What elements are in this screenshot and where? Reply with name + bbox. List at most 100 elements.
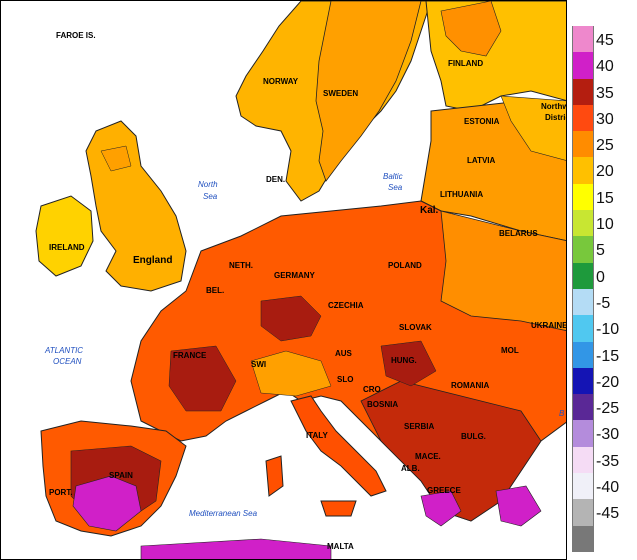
- label-north-sea-1: North: [198, 180, 218, 189]
- legend-swatch: [572, 341, 594, 368]
- label-mediterranean: Mediterranean Sea: [189, 509, 258, 518]
- label-belgium: BEL.: [206, 286, 224, 295]
- label-ukraine: UKRAINE: [531, 321, 567, 330]
- label-austria: AUS: [335, 349, 353, 358]
- label-france: FRANCE: [173, 351, 207, 360]
- legend-label: 10: [596, 216, 614, 234]
- label-belarus: BELARUS: [499, 229, 538, 238]
- label-latvia: LATVIA: [467, 156, 496, 165]
- legend-row: 0: [570, 262, 637, 289]
- legend-swatch: [572, 473, 594, 500]
- legend-label: -45: [596, 505, 620, 523]
- balkans-landmass: [360, 380, 542, 522]
- label-england: England: [133, 255, 172, 266]
- legend-row: 5: [570, 236, 637, 263]
- alps-cool-zone: [250, 350, 332, 397]
- legend-swatch: [572, 210, 594, 237]
- legend-swatch: [572, 420, 594, 447]
- north-africa-zone: [140, 538, 332, 559]
- sardinia-landmass: [265, 455, 284, 497]
- label-netherlands: NETH.: [229, 261, 253, 270]
- legend-swatch: [572, 367, 594, 395]
- legend-row: -20: [570, 367, 637, 395]
- label-atlantic-2: OCEAN: [53, 357, 82, 366]
- label-sweden: SWEDEN: [323, 89, 358, 98]
- legend-row: 20: [570, 157, 637, 184]
- france-dark-zone: [168, 345, 237, 412]
- legend-label: -10: [596, 321, 620, 339]
- legend-swatch: [572, 499, 594, 526]
- label-northwest: Northw: [541, 102, 567, 111]
- label-slovakia: SLOVAK: [399, 323, 432, 332]
- label-faroe: FAROE IS.: [56, 31, 96, 40]
- scotland-hot-zone: [100, 145, 132, 172]
- label-finland: FINLAND: [448, 59, 483, 68]
- label-slovenia: SLO: [337, 375, 353, 384]
- legend-label: 15: [596, 189, 614, 207]
- legend-row: 10: [570, 210, 637, 237]
- legend-row: -10: [570, 315, 637, 342]
- legend-swatch: [572, 288, 594, 316]
- legend-swatch: [572, 236, 594, 263]
- label-kaliningrad: Kal.: [420, 205, 439, 216]
- sicily-landmass: [320, 500, 357, 517]
- label-baltic-2: Sea: [388, 183, 403, 192]
- legend-label: -5: [596, 294, 611, 312]
- map-canvas: FAROE IS. FINLAND NORWAY SWEDEN ESTONIA …: [1, 1, 567, 559]
- legend-swatch: [572, 394, 594, 421]
- label-serbia: SERBIA: [404, 422, 434, 431]
- legend-row: -40: [570, 473, 637, 500]
- label-italy: ITALY: [306, 431, 328, 440]
- legend-row: 30: [570, 104, 637, 132]
- legend-label: 25: [596, 137, 614, 155]
- legend-swatch: [572, 78, 594, 105]
- label-albania: ALB.: [401, 464, 420, 473]
- label-romania: ROMANIA: [451, 381, 489, 390]
- legend-row: 35: [570, 78, 637, 105]
- legend-swatch: [572, 131, 594, 158]
- legend-row: -25: [570, 394, 637, 421]
- label-hungary: HUNG.: [391, 356, 417, 365]
- label-portugal: PORT.: [49, 488, 73, 497]
- legend-label: -15: [596, 347, 620, 365]
- label-macedonia: MACE.: [415, 452, 441, 461]
- ireland-landmass: [35, 195, 94, 277]
- label-malta: MALTA: [327, 542, 354, 551]
- germany-dark-zone: [260, 295, 322, 342]
- legend-row: -45: [570, 499, 637, 526]
- legend-row: 40: [570, 52, 637, 79]
- legend-swatch: [572, 104, 594, 132]
- legend-label: -25: [596, 400, 620, 418]
- legend-swatch: [572, 183, 594, 211]
- legend-swatch: [572, 315, 594, 342]
- spain-extreme-zone: [72, 475, 142, 532]
- legend-label: 30: [596, 110, 614, 128]
- hungary-dark-zone: [380, 340, 437, 387]
- legend-swatch: [572, 157, 594, 184]
- label-czechia: CZECHIA: [328, 301, 364, 310]
- label-switzerland: SWI: [251, 360, 266, 369]
- legend-label: 45: [596, 32, 614, 49]
- legend-label: -35: [596, 452, 620, 470]
- greece-extreme-zone: [420, 490, 462, 527]
- label-greece: GREECE: [427, 486, 461, 495]
- italy-landmass: [290, 395, 387, 497]
- label-bosnia: BOSNIA: [367, 400, 398, 409]
- russia-nw-landmass: [500, 95, 566, 161]
- label-bulgaria: BULG.: [461, 432, 486, 441]
- legend-row: -5: [570, 288, 637, 316]
- temperature-legend: 45 40 35 30 25 20 15 10 5 0 -5 -10 -15 -20 -25 -30 -35 -4…: [570, 26, 637, 552]
- legend-row: -35: [570, 446, 637, 474]
- finland-hot-zone: [440, 1, 502, 57]
- legend-label: 20: [596, 163, 614, 181]
- legend-label: 5: [596, 242, 605, 260]
- temperature-map: FAROE IS. FINLAND NORWAY SWEDEN ESTONIA …: [0, 0, 567, 560]
- legend-row: -30: [570, 420, 637, 447]
- label-croatia: CRO: [363, 385, 381, 394]
- legend-label: 40: [596, 58, 614, 76]
- legend-swatch: [572, 52, 594, 79]
- label-spain: SPAIN: [109, 471, 133, 480]
- label-north-sea-2: Sea: [203, 192, 218, 201]
- legend-row: 45: [570, 26, 637, 53]
- legend-label: -20: [596, 373, 620, 391]
